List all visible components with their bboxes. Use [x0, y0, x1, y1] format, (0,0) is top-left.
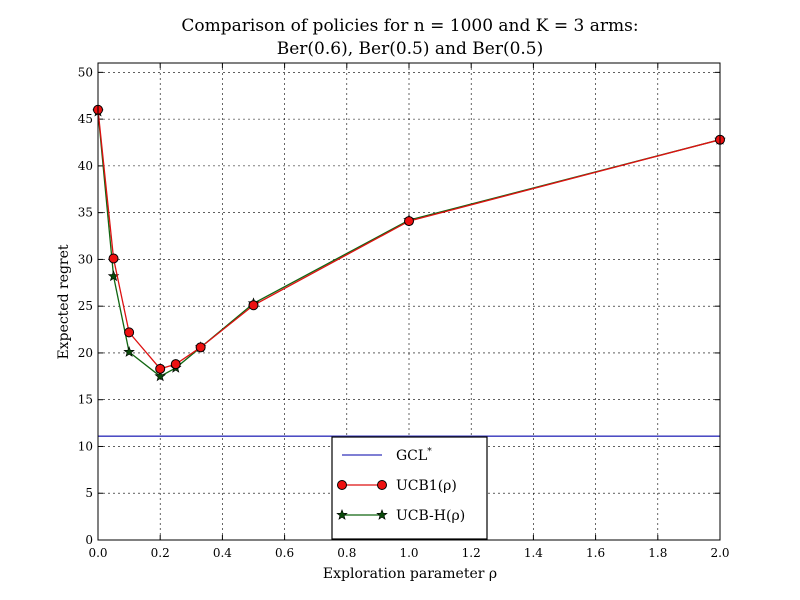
- legend: GCL* UCB1(ρ) UCB-H(ρ): [331, 436, 488, 540]
- y-tick-label: 35: [78, 206, 93, 220]
- plot-area-frame: [97, 62, 721, 541]
- x-tick-label: 1.2: [462, 546, 481, 560]
- x-tick-label: 0.4: [213, 546, 232, 560]
- chart-subtitle: Ber(0.6), Ber(0.5) and Ber(0.5): [277, 39, 544, 59]
- y-tick-label: 25: [78, 299, 93, 313]
- legend-gcl-label: GCL*: [396, 447, 432, 464]
- x-tick-label: 0.6: [275, 546, 294, 560]
- ucb1-data-point: [108, 253, 119, 264]
- x-tick-label: 1.6: [586, 546, 605, 560]
- y-tick-label: 30: [78, 252, 93, 266]
- y-tick-label: 40: [78, 159, 93, 173]
- y-tick-label: 0: [85, 533, 93, 547]
- y-axis-label: Expected regret: [56, 244, 72, 359]
- ucb-h-data-point: [154, 370, 166, 382]
- legend-ucb-h-marker: [336, 508, 348, 520]
- ucb1-data-point: [195, 342, 206, 353]
- x-tick-label: 1.4: [524, 546, 543, 560]
- ucb-h-data-point: [123, 345, 135, 357]
- ucb1-data-point: [124, 327, 135, 338]
- x-tick-label: 0.8: [337, 546, 356, 560]
- legend-box: [331, 436, 488, 540]
- x-tick-label: 0.2: [151, 546, 170, 560]
- legend-ucb1-marker: [337, 480, 347, 490]
- y-tick-label: 50: [78, 65, 93, 79]
- ucb1-data-point: [404, 216, 414, 227]
- y-tick-label: 45: [78, 112, 93, 126]
- axis-ticks: 0.0 0.2 0.4 0.6 0.8 1.0 1.2 1.4 1.6 1.8 2.0 0 5 10 15 2…: [78, 63, 730, 560]
- y-tick-label: 5: [85, 486, 93, 500]
- ucb1-data-point: [248, 300, 259, 311]
- x-tick-label: 0.0: [88, 546, 107, 560]
- x-tick-label: 1.8: [648, 546, 667, 560]
- x-axis-label: Exploration parameter ρ: [323, 566, 497, 582]
- legend-ucb-h-marker: [376, 508, 388, 520]
- legend-ucb-h-label: UCB-H(ρ): [396, 508, 465, 524]
- legend-ucb1-label: UCB1(ρ): [396, 478, 457, 494]
- ucb1-data-point: [170, 359, 181, 370]
- y-tick-label: 10: [78, 439, 93, 453]
- y-tick-label: 20: [78, 346, 93, 360]
- ucb1-data-point: [155, 363, 166, 374]
- x-tick-label: 1.0: [399, 546, 418, 560]
- legend-ucb1-marker: [377, 480, 387, 490]
- chart-title: Comparison of policies for n = 1000 and …: [181, 16, 638, 36]
- x-tick-label: 2.0: [710, 546, 729, 560]
- y-tick-label: 15: [78, 393, 93, 407]
